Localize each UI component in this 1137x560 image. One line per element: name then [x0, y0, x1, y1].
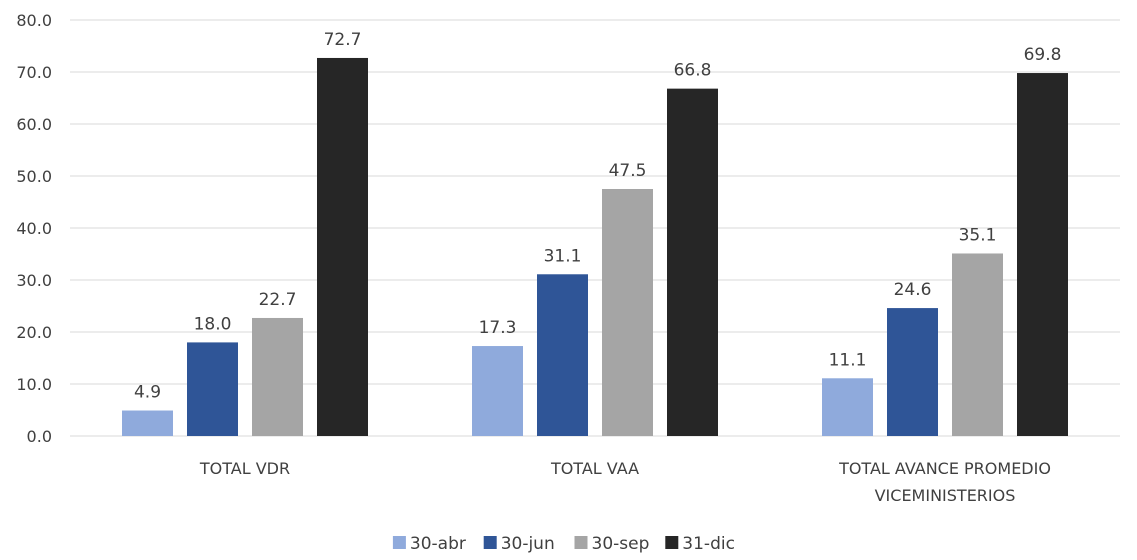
legend: 30-abr 30-jun 30-sep 31-dic: [392, 534, 735, 554]
data-label: 11.1: [829, 350, 867, 370]
legend-swatch: [392, 536, 406, 549]
bar-30-sep: [602, 189, 653, 436]
legend-swatch: [483, 536, 497, 549]
bars: [122, 57, 1068, 437]
y-axis: 0.0 10.0 20.0 30.0 40.0 50.0 60.0 70.0 80.0: [16, 11, 52, 446]
y-tick-label: 60.0: [16, 115, 52, 134]
bar-31-dic: [317, 57, 368, 437]
bar-30-jun: [537, 274, 588, 436]
data-label: 31.1: [544, 246, 582, 266]
bar-30-sep: [952, 253, 1003, 436]
legend-label: 31-dic: [682, 534, 735, 554]
bar-31-dic: [1017, 73, 1068, 436]
data-label: 24.6: [894, 280, 932, 300]
y-tick-label: 10.0: [16, 375, 52, 394]
y-tick-label: 80.0: [16, 11, 52, 30]
data-label: 35.1: [959, 225, 997, 245]
legend-label: 30-abr: [410, 534, 466, 554]
bar-30-abr: [822, 378, 873, 436]
bar-30-abr: [472, 346, 523, 436]
gridlines: [70, 19, 1120, 437]
category-label: TOTAL AVANCE PROMEDIO: [838, 459, 1051, 478]
category-label: TOTAL VAA: [550, 459, 639, 478]
category-label: VICEMINISTERIOS: [875, 486, 1016, 505]
data-label: 18.0: [194, 314, 232, 334]
x-axis: TOTAL VDR TOTAL VAA TOTAL AVANCE PROMEDIO V…: [199, 459, 1051, 505]
data-label: 4.9: [134, 383, 161, 403]
bar-31-dic: [667, 88, 718, 436]
legend-swatch: [665, 536, 679, 549]
bar-30-sep: [252, 317, 303, 436]
y-tick-label: 0.0: [27, 427, 52, 446]
y-tick-label: 70.0: [16, 63, 52, 82]
category-label: TOTAL VDR: [199, 459, 290, 478]
legend-label: 30-jun: [501, 534, 555, 554]
y-tick-label: 20.0: [16, 323, 52, 342]
data-label: 66.8: [674, 61, 712, 81]
data-label: 72.7: [324, 30, 362, 50]
legend-label: 30-sep: [592, 534, 650, 554]
legend-swatch: [574, 536, 588, 549]
data-label: 22.7: [259, 290, 297, 310]
bar-30-jun: [887, 308, 938, 436]
bar-30-jun: [187, 342, 238, 436]
y-tick-label: 50.0: [16, 167, 52, 186]
y-tick-label: 30.0: [16, 271, 52, 290]
bar-30-abr: [122, 410, 173, 436]
data-labels: 4.9 18.0 22.7 72.7 17.3 31.1 47.5 66.8 11.1 24.6 3…: [134, 30, 1061, 403]
data-label: 47.5: [609, 161, 647, 181]
data-label: 69.8: [1024, 45, 1062, 65]
y-tick-label: 40.0: [16, 219, 52, 238]
data-label: 17.3: [479, 318, 517, 338]
